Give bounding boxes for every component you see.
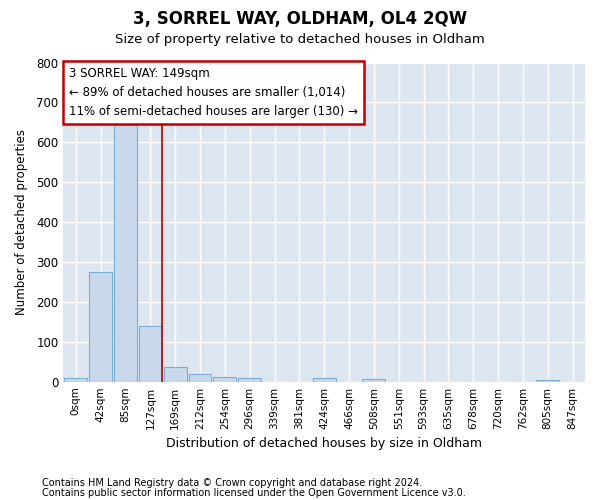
Bar [114,125,137,382]
Bar [64,378,87,382]
Text: Contains public sector information licensed under the Open Government Licence v3: Contains public sector information licen… [42,488,466,498]
Bar [238,378,261,382]
Bar [89,272,112,382]
Bar [164,366,187,382]
Bar [139,326,162,382]
Text: 3 SORREL WAY: 149sqm
← 89% of detached houses are smaller (1,014)
11% of semi-de: 3 SORREL WAY: 149sqm ← 89% of detached h… [68,68,358,118]
Bar [188,374,211,382]
Bar [214,377,236,382]
Bar [362,380,385,382]
Text: 3, SORREL WAY, OLDHAM, OL4 2QW: 3, SORREL WAY, OLDHAM, OL4 2QW [133,10,467,28]
Bar [313,378,335,382]
Text: Contains HM Land Registry data © Crown copyright and database right 2024.: Contains HM Land Registry data © Crown c… [42,478,422,488]
X-axis label: Distribution of detached houses by size in Oldham: Distribution of detached houses by size … [166,437,482,450]
Text: Size of property relative to detached houses in Oldham: Size of property relative to detached ho… [115,32,485,46]
Bar [536,380,559,382]
Y-axis label: Number of detached properties: Number of detached properties [15,129,28,315]
